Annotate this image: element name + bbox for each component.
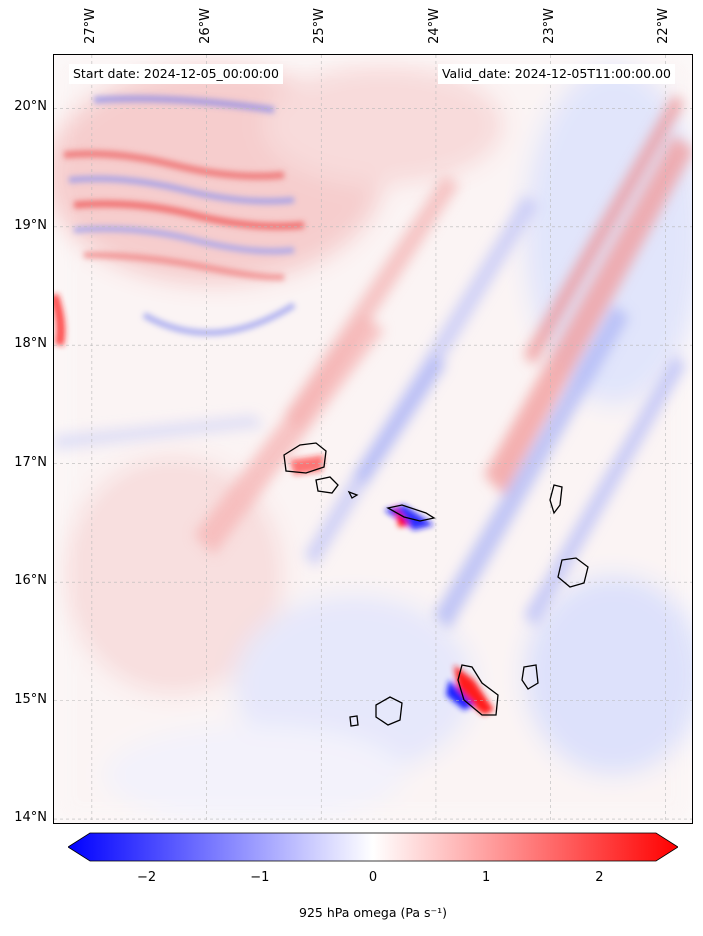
- latitude-label: 15°N: [14, 691, 47, 707]
- longitude-label: 27°W: [82, 8, 98, 44]
- island-boa-vista: [557, 557, 589, 588]
- island-fogo: [375, 696, 403, 726]
- colorbar-tick-label: −2: [137, 870, 157, 885]
- island-brava: [349, 715, 359, 727]
- map-panel: [53, 54, 693, 824]
- island-santo-antao: [283, 442, 327, 474]
- valid-date-label: Valid_date: 2024-12-05T11:00:00.00: [437, 64, 675, 84]
- colorbar-tick-label: 0: [368, 870, 378, 885]
- colorbar-tick-label: 1: [482, 870, 491, 885]
- longitude-label: 26°W: [197, 8, 213, 44]
- colorbar-body: [68, 832, 678, 862]
- latitude-label: 20°N: [14, 99, 47, 115]
- colorbar-tick-label: −1: [250, 870, 270, 885]
- longitude-label: 22°W: [656, 8, 672, 44]
- island-sao-nicolau: [386, 504, 436, 522]
- latitude-label: 17°N: [14, 454, 47, 470]
- island-sal: [549, 484, 563, 515]
- omega-wave-train: [54, 95, 305, 347]
- longitude-label: 24°W: [426, 8, 442, 44]
- island-santiago: [457, 664, 499, 716]
- longitude-label: 23°W: [541, 8, 557, 44]
- island-santa-luzia: [347, 490, 359, 499]
- start-date-label: Start date: 2024-12-05_00:00:00: [69, 64, 283, 84]
- island-coastlines: [283, 442, 589, 727]
- map-gridlines: [54, 55, 692, 823]
- omega-background: [54, 55, 692, 823]
- longitude-label: 25°W: [312, 8, 328, 44]
- colorbar-label: 925 hPa omega (Pa s⁻¹): [299, 905, 447, 920]
- latitude-label: 14°N: [14, 810, 47, 826]
- island-sao-vicente: [315, 476, 339, 494]
- colorbar: [68, 832, 678, 862]
- colorbar-tick-label: 2: [595, 870, 604, 885]
- latitude-label: 19°N: [14, 217, 47, 233]
- island-maio: [521, 664, 539, 690]
- latitude-label: 18°N: [14, 336, 47, 352]
- latitude-label: 16°N: [14, 573, 47, 589]
- omega-field-map: [54, 55, 692, 823]
